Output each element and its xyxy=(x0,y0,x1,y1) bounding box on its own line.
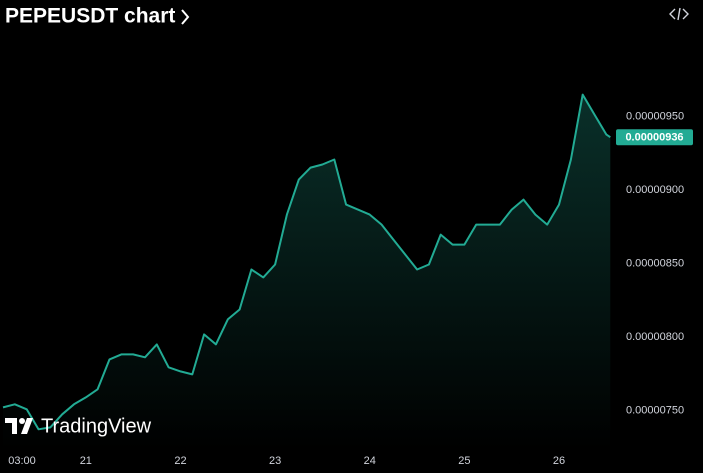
watermark: TradingView xyxy=(41,415,152,437)
plot xyxy=(2,93,611,450)
x-tick-label: 24 xyxy=(364,455,376,467)
x-tick-label: 25 xyxy=(458,455,470,467)
y-tick-label: 0.00000900 xyxy=(626,184,684,196)
x-tick-label: 26 xyxy=(553,455,565,467)
x-tick-label: 22 xyxy=(174,455,186,467)
y-tick-label: 0.00000800 xyxy=(626,331,684,343)
x-tick-label: 23 xyxy=(269,455,281,467)
area-fill xyxy=(3,94,611,450)
price-line xyxy=(2,93,611,431)
logo: TradingView xyxy=(5,415,152,437)
x-tick-label: 21 xyxy=(80,455,92,467)
price-label-box xyxy=(616,129,693,146)
title-chevron[interactable] xyxy=(181,9,190,25)
y-tick-label: 0.00000950 xyxy=(626,111,684,123)
x-tick-label: 03:00 xyxy=(8,455,36,467)
price-label: 0.00000936 xyxy=(625,132,683,144)
y-tick-label: 0.00000850 xyxy=(626,257,684,269)
chart-title[interactable]: PEPEUSDT chart xyxy=(5,5,175,28)
y-tick-label: 0.00000750 xyxy=(626,404,684,416)
embed-icon[interactable] xyxy=(669,7,689,21)
